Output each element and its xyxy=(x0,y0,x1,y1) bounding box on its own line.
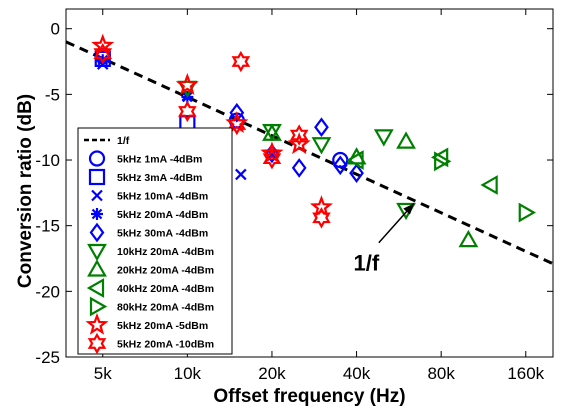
y-tick-label: -15 xyxy=(35,217,60,236)
data-point-triangle-left-40-0 xyxy=(346,150,364,170)
data-markers xyxy=(91,33,536,248)
annotation-label: 1/f xyxy=(353,250,379,275)
y-tick-label: -20 xyxy=(35,282,60,301)
x-tick-label: 80k xyxy=(427,364,455,383)
data-point-diamond-35-4 xyxy=(332,155,348,176)
x-tick-label: 10k xyxy=(174,364,202,383)
data-point-hexagram-15_5-3 xyxy=(231,50,251,73)
legend-label: 1/f xyxy=(117,135,130,147)
data-point-pentagram-25-4 xyxy=(287,132,311,155)
x-axis-label: Offset frequency (Hz) xyxy=(213,386,405,407)
y-tick-label: -5 xyxy=(45,85,60,104)
y-tick-label: -25 xyxy=(35,348,60,367)
data-point-pentagram-5-0 xyxy=(91,33,115,56)
legend-label: 5kHz 30mA -4dBm xyxy=(117,228,208,240)
data-point-triangle-left-120-2 xyxy=(480,175,498,195)
legend-label: 10kHz 20mA -4dBm xyxy=(117,246,214,258)
data-point-diamond-40-5 xyxy=(349,163,364,183)
legend-label: 5kHz 20mA -10dBm xyxy=(117,339,214,351)
legend: 1/f 5kHz 1mA -4dBm 5kHz 3mA -4dBm 5kHz 10mA… xyxy=(77,127,233,355)
y-axis-label: Conversion ratio (dB) xyxy=(15,94,36,288)
data-point-hexagram-20-4 xyxy=(262,147,282,170)
legend-marker xyxy=(85,312,109,335)
data-point-x-15_5-2 xyxy=(235,168,247,181)
legend-marker xyxy=(88,168,106,186)
legend-label: 40kHz 20mA -4dBm xyxy=(117,283,214,295)
legend-marker xyxy=(86,278,105,298)
data-point-triangle-right-160-1 xyxy=(518,202,536,223)
legend-label: 5kHz 1mA -4dBm xyxy=(117,154,202,166)
data-point-hexagram-10-1 xyxy=(178,100,197,123)
data-point-diamond-25-2 xyxy=(291,158,307,178)
legend-marker xyxy=(91,189,103,202)
data-point-diamond-15-0 xyxy=(229,102,245,123)
legend-marker xyxy=(87,259,107,277)
legend-label: 5kHz 3mA -4dBm xyxy=(117,172,202,184)
x-tick-label: 20k xyxy=(258,364,286,383)
legend-marker xyxy=(87,332,107,355)
y-tick-label: -10 xyxy=(35,151,60,170)
x-tick-label: 160k xyxy=(507,364,544,383)
data-point-triangle-down-30-2 xyxy=(311,137,332,155)
legend-marker xyxy=(89,296,108,317)
data-point-diamond-30-3 xyxy=(314,117,329,138)
annotation-arrowhead xyxy=(403,203,414,215)
data-point-triangle-up-20-0 xyxy=(262,123,282,141)
x-tick-label: 5k xyxy=(94,364,112,383)
data-point-triangle-up-100-3 xyxy=(458,229,479,248)
data-point-triangle-left-80-1 xyxy=(430,147,449,168)
legend-label: 20kHz 20mA -4dBm xyxy=(117,265,214,277)
data-point-triangle-right-80-0 xyxy=(434,151,452,172)
tick-labels: 5k 10k 20k 40k 80k 160k 0 -5 -10 -15 -20 -25 xyxy=(35,20,544,383)
data-point-pentagram-20-3 xyxy=(260,141,284,164)
x-tick-label: 40k xyxy=(343,364,371,383)
data-point-hexagram-5-0 xyxy=(93,42,113,65)
legend-label: 80kHz 20mA -4dBm xyxy=(117,302,214,314)
legend-marker xyxy=(87,243,107,262)
legend-marker xyxy=(91,208,103,220)
data-point-hexagram-15-2 xyxy=(227,113,247,136)
data-point-pentagram-10-1 xyxy=(175,73,199,95)
data-point-triangle-down-50-3 xyxy=(373,129,394,147)
legend-marker xyxy=(89,222,105,243)
data-point-hexagram-25-5 xyxy=(289,124,309,146)
data-point-triangle-up-60-2 xyxy=(396,131,416,149)
legend-marker xyxy=(88,150,106,167)
legend-label: 5kHz 20mA -4dBm xyxy=(117,209,208,221)
data-point-hexagram-30-6 xyxy=(312,207,331,229)
legend-box xyxy=(77,127,233,355)
y-tick-label: 0 xyxy=(51,20,60,39)
legend-label: 5kHz 10mA -4dBm xyxy=(117,191,208,203)
legend-label: 5kHz 20mA -5dBm xyxy=(117,320,208,332)
